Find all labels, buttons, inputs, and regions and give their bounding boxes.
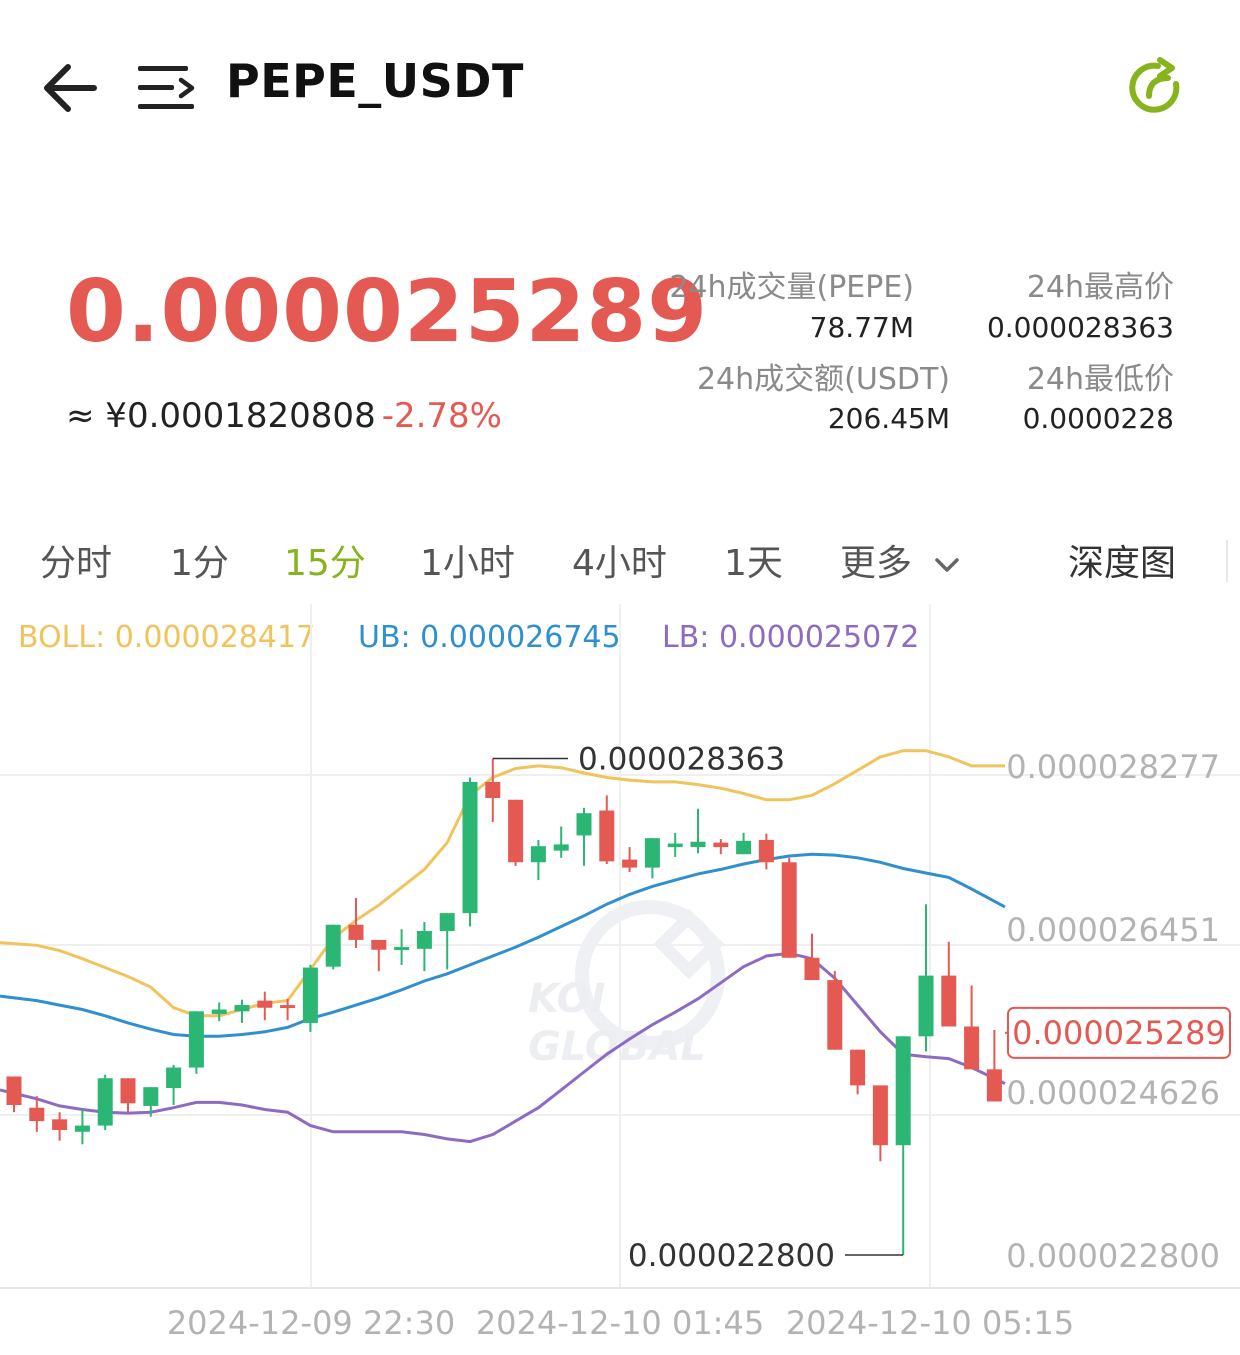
y-tick-label: 0.000028277 <box>1006 748 1220 786</box>
candle-up <box>325 924 341 967</box>
depth-chart-tab[interactable]: 深度图 <box>1068 543 1177 584</box>
candle-down <box>485 781 501 798</box>
candle-up <box>166 1067 182 1089</box>
candle-up <box>918 975 934 1037</box>
tab-1hour[interactable]: 1小时 <box>420 543 515 584</box>
cny-price: ≈ ¥0.0001820808 -2.78% <box>66 396 502 436</box>
candle-down <box>6 1076 22 1106</box>
high-label: 24h最高价 <box>1026 270 1174 305</box>
x-tick-label: 2024-12-09 22:30 <box>167 1304 455 1342</box>
candle-up <box>736 840 752 855</box>
market-list-icon[interactable] <box>136 60 198 116</box>
y-tick-label: 0.000026451 <box>1006 911 1220 949</box>
candle-down <box>758 839 774 863</box>
legend-ub: UB: 0.000026745 <box>358 620 621 655</box>
vol-label: 24h成交量(PEPE) <box>669 270 914 305</box>
axis-labels: 0.000028277 0.000026451 0.000024626 0.00002… <box>167 741 1231 1342</box>
amount-label: 24h成交额(USDT) <box>696 362 950 397</box>
candle-up <box>553 844 569 851</box>
tab-1min[interactable]: 1分 <box>170 543 229 584</box>
tab-15min[interactable]: 15分 <box>284 543 366 584</box>
candle-down <box>599 810 615 862</box>
low-marker-label: 0.000022800 <box>628 1238 835 1274</box>
candle-up <box>530 846 546 863</box>
candle-up <box>690 841 706 848</box>
lb-line <box>0 951 1006 1144</box>
high-marker-label: 0.000028363 <box>578 741 785 777</box>
chevron-down-icon <box>935 558 960 572</box>
candle-down <box>941 975 957 1027</box>
candle-up <box>234 1005 250 1012</box>
cny-value: 0.0001820808 <box>126 396 376 436</box>
y-tick-label: 0.000024626 <box>1006 1074 1220 1112</box>
candle-down <box>508 799 524 863</box>
candle-down <box>257 1000 273 1008</box>
candle-down <box>622 859 638 868</box>
tab-timeshare[interactable]: 分时 <box>40 543 113 584</box>
candle-down <box>850 1049 866 1086</box>
candle-up <box>439 913 455 931</box>
bollinger-bands <box>0 749 1006 1144</box>
tab-more-label: 更多 <box>840 543 913 584</box>
legend-lb: LB: 0.000025072 <box>662 620 920 655</box>
ub-line <box>0 852 1006 1038</box>
candle-down <box>120 1078 136 1104</box>
candle-down <box>804 957 820 981</box>
chart-grid <box>0 604 1240 1289</box>
cny-prefix: ≈ ¥ <box>66 396 127 436</box>
tab-4hour[interactable]: 4小时 <box>572 543 667 584</box>
candles <box>6 758 1002 1255</box>
pair-title: PEPE_USDT <box>226 54 524 108</box>
candle-up <box>394 947 410 951</box>
candle-up <box>97 1078 113 1126</box>
x-tick-label: 2024-12-10 01:45 <box>476 1304 764 1342</box>
candle-up <box>143 1087 159 1106</box>
y-tick-label: 0.000022800 <box>1006 1237 1220 1275</box>
last-price: 0.000025289 <box>66 262 709 362</box>
tab-divider <box>1226 540 1228 582</box>
tab-1day[interactable]: 1天 <box>724 543 783 584</box>
candle-up <box>74 1125 90 1132</box>
candle-up <box>211 1009 227 1014</box>
current-price-label: 0.000025289 <box>1012 1014 1226 1052</box>
candle-up <box>416 930 432 949</box>
share-icon[interactable] <box>1124 56 1188 120</box>
candle-up <box>302 967 318 1023</box>
candle-down <box>713 842 729 848</box>
current-price-tag <box>1007 1006 1231 1059</box>
candle-down <box>29 1107 45 1122</box>
candle-down <box>52 1119 68 1131</box>
amount-value: 206.45M <box>827 402 950 435</box>
candle-down <box>964 1026 980 1070</box>
change-percent: -2.78% <box>381 396 502 436</box>
candle-up <box>462 781 478 914</box>
candle-up <box>576 813 592 836</box>
low-label: 24h最低价 <box>1026 362 1174 397</box>
candle-up <box>895 1036 911 1146</box>
candle-down <box>280 1005 296 1009</box>
candle-up <box>644 838 660 868</box>
watermark-logo <box>575 900 725 1050</box>
candle-up <box>188 1011 204 1068</box>
watermark-diamond <box>653 908 725 980</box>
candle-down <box>371 939 387 950</box>
candle-up <box>667 843 683 848</box>
low-value: 0.0000228 <box>1022 402 1174 435</box>
x-tick-label: 2024-12-10 05:15 <box>786 1304 1074 1342</box>
boll-line <box>0 749 1005 1018</box>
legend-boll: BOLL: 0.000028417 <box>18 620 316 655</box>
candle-down <box>827 980 843 1050</box>
vol-value: 78.77M <box>809 311 914 344</box>
high-value: 0.000028363 <box>986 311 1174 344</box>
tab-more[interactable]: 更多 <box>840 534 961 586</box>
candle-down <box>781 862 797 958</box>
candle-down <box>986 1069 1002 1102</box>
candle-down <box>348 924 364 940</box>
candle-down <box>872 1085 888 1146</box>
back-arrow-icon[interactable] <box>38 55 104 121</box>
watermark-text: KOI <box>528 976 605 1022</box>
